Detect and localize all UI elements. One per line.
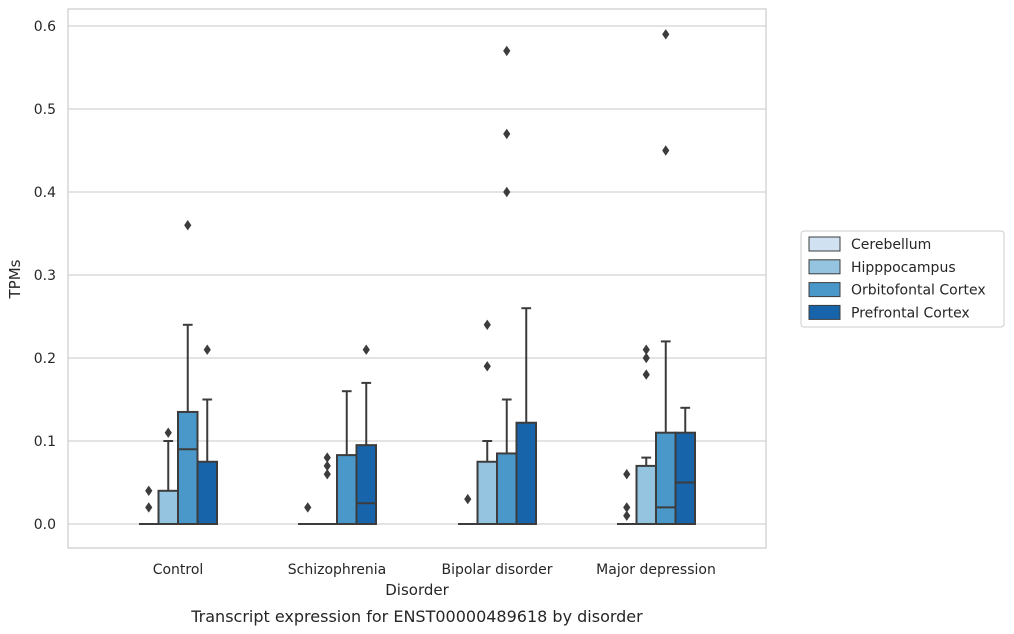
series-group: [196, 307, 696, 526]
legend-swatch: [808, 236, 841, 252]
legend-swatch: [808, 259, 841, 275]
box-plot-box: [458, 493, 478, 525]
box-plot-box: [617, 469, 637, 525]
x-tick-label: Major depression: [596, 562, 716, 578]
box-body: [496, 452, 518, 526]
box-plot-box: [317, 452, 337, 525]
box-plot-box: [196, 344, 218, 525]
outlier-point: [323, 452, 331, 463]
plot-area-frame: [67, 8, 767, 549]
outlier-point: [503, 186, 511, 198]
outlier-point: [323, 460, 331, 472]
legend-frame: [800, 230, 1005, 328]
outlier-point: [503, 45, 511, 57]
outlier-point: [184, 220, 192, 231]
legend-item: Cerebellum: [808, 236, 931, 253]
legend-label: Orbitofontal Cortex: [851, 283, 986, 299]
outlier-point: [503, 128, 511, 140]
box-plot-box: [635, 344, 657, 525]
series-group: [139, 469, 637, 525]
outlier-point: [642, 352, 650, 364]
box-body: [157, 489, 179, 525]
legend-item: Prefrontal Cortex: [808, 304, 970, 321]
box-plot-box: [298, 502, 318, 525]
outlier-point: [623, 469, 631, 480]
box-body: [336, 454, 358, 525]
outlier-point: [623, 510, 631, 521]
outlier-point: [203, 344, 211, 355]
box-plot-box: [674, 406, 696, 526]
x-tick-label: Control: [153, 562, 204, 578]
box-body: [355, 444, 377, 525]
x-axis-ticks: Control Schizophrenia Bipolar disorder Majo…: [153, 562, 716, 578]
outlier-point: [145, 502, 153, 513]
y-tick-label: 0.4: [34, 185, 56, 201]
box-body: [177, 410, 199, 526]
y-axis-ticks: 0.0 0.1 0.2 0.3 0.4 0.5 0.6: [34, 19, 56, 533]
y-axis-label: TPMs: [6, 259, 24, 299]
box-body: [196, 460, 218, 525]
outlier-point: [662, 145, 670, 156]
outlier-point: [623, 502, 631, 513]
box-body: [674, 431, 696, 526]
outlier-point: [483, 319, 491, 330]
box-body: [635, 464, 657, 525]
outlier-point: [483, 361, 491, 372]
box-plot-box: [496, 45, 518, 526]
outlier-point: [642, 344, 650, 355]
chart-caption: Transcript expression for ENST0000048961…: [190, 607, 643, 626]
outlier-point: [304, 502, 312, 513]
y-tick-label: 0.6: [34, 19, 56, 35]
outlier-point: [145, 485, 153, 496]
y-tick-label: 0.2: [34, 351, 56, 367]
legend-item: Orbitofontal Cortex: [808, 282, 986, 299]
y-tick-label: 0.0: [34, 517, 56, 533]
box-plot-box: [177, 220, 199, 526]
x-tick-label: Schizophrenia: [288, 562, 386, 578]
y-tick-label: 0.5: [34, 102, 56, 118]
box-plot-box: [157, 427, 179, 525]
legend-label: Cerebellum: [851, 237, 931, 253]
series-group: [177, 29, 677, 526]
legend: Cerebellum Hipppocampus Orbitofontal Corte…: [800, 230, 1005, 328]
y-tick-label: 0.1: [34, 434, 56, 450]
x-tick-label: Bipolar disorder: [441, 562, 552, 578]
outlier-point: [362, 344, 370, 355]
legend-label: Hipppocampus: [851, 260, 956, 276]
outlier-point: [464, 493, 472, 505]
box-body: [655, 431, 677, 526]
box-plot-box: [139, 485, 159, 525]
box-body: [476, 460, 498, 525]
legend-item: Hipppocampus: [808, 259, 956, 276]
box-plot-box: [655, 29, 677, 526]
outlier-point: [642, 369, 650, 380]
outlier-point: [164, 427, 172, 438]
box-plot-series: [139, 29, 696, 526]
x-axis-label: Disorder: [385, 581, 449, 599]
box-body: [515, 421, 537, 525]
box-plot-box: [355, 344, 377, 525]
legend-swatch: [808, 282, 841, 298]
legend-label: Prefrontal Cortex: [851, 305, 970, 321]
box-plot-box: [476, 319, 498, 525]
box-plot-box: [336, 390, 358, 525]
legend-swatch: [808, 304, 841, 320]
y-tick-label: 0.3: [34, 268, 56, 284]
outlier-point: [662, 29, 670, 40]
outlier-point: [323, 469, 331, 480]
series-group: [157, 319, 657, 525]
box-plot-box: [515, 307, 537, 525]
